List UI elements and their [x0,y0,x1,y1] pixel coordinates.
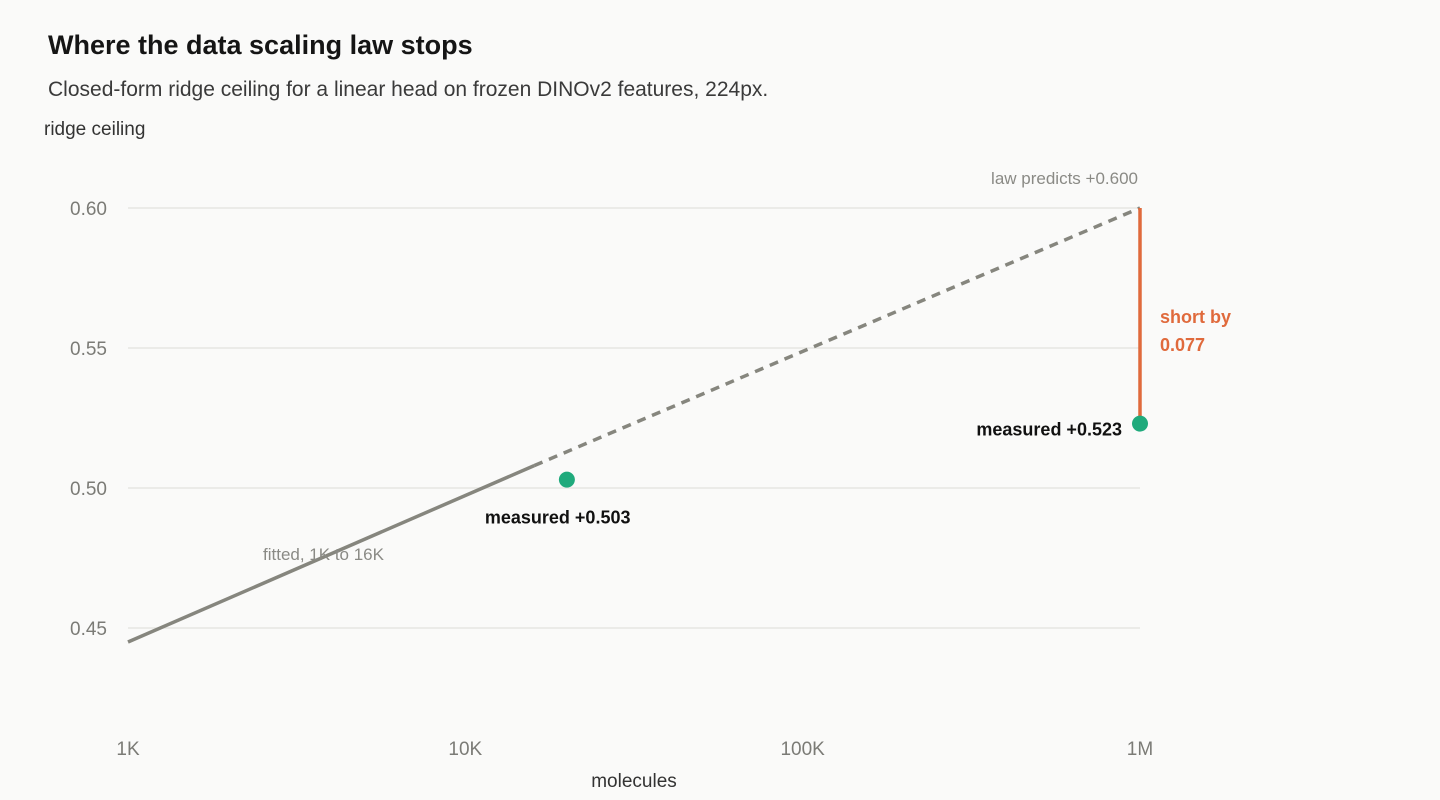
x-axis-title: molecules [591,771,677,792]
x-tick-labels: 1K 10K 100K 1M [116,739,1153,760]
extrapolated-trend-line [533,206,1141,468]
x-tick-label: 10K [448,739,482,760]
shortfall-label-line1: short by [1160,307,1231,327]
y-tick-labels: 0.45 0.50 0.55 0.60 [70,199,107,640]
measured-label-20k: measured +0.503 [485,508,631,528]
fitted-range-label: fitted, 1K to 16K [263,545,385,564]
gridlines [128,207,1140,629]
y-tick-label: 0.50 [70,479,107,500]
measured-label-1m: measured +0.523 [976,420,1122,440]
chart-subtitle: Closed-form ridge ceiling for a linear h… [48,78,769,101]
chart-title: Where the data scaling law stops [48,30,473,60]
prediction-label: law predicts +0.600 [991,169,1138,188]
fitted-trend-line [127,463,535,644]
x-tick-label: 100K [780,739,825,760]
y-tick-label: 0.55 [70,339,107,360]
y-tick-label: 0.60 [70,199,107,220]
x-tick-label: 1K [116,739,140,760]
measured-point-20k[interactable] [558,471,575,488]
shortfall-value-label: 0.077 [1160,335,1205,355]
x-tick-label: 1M [1127,739,1153,760]
y-axis-title: ridge ceiling [44,119,145,140]
y-tick-label: 0.45 [70,619,107,640]
measured-point-1m[interactable] [1132,415,1148,432]
